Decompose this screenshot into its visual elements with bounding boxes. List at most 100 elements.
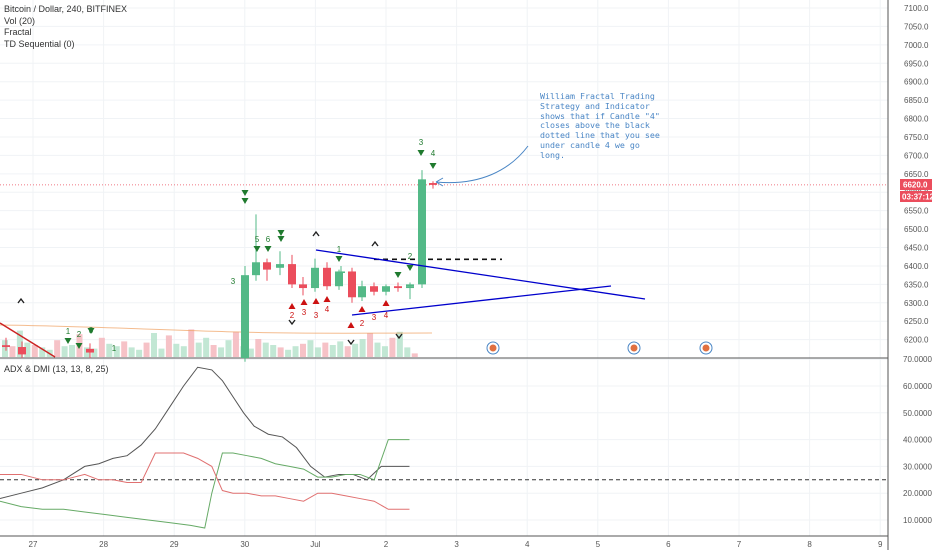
volume-bar — [2, 340, 8, 357]
price-tick-label: 6250.0 — [904, 317, 929, 326]
fractal-low-chevron — [347, 339, 355, 346]
fractal-down-marker — [241, 190, 249, 196]
td-count-label: 3 — [231, 277, 236, 286]
candle-body — [335, 271, 343, 287]
indicator-tick-label: 20.0000 — [903, 489, 932, 498]
last-price-label: 6620.0 — [903, 181, 928, 190]
di-minus-line — [0, 452, 410, 510]
chart-grid — [0, 0, 889, 550]
volume-bar — [113, 346, 120, 357]
indicator-tick-label: 10.0000 — [903, 516, 932, 525]
price-axis: 7100.0 7050.0 7000.0 6950.0 6900.0 6850.0 6800… — [903, 4, 932, 525]
volume-bar — [300, 343, 306, 357]
legend-volume[interactable]: Vol (20) — [4, 15, 36, 26]
fractal-up-marker — [312, 298, 320, 304]
volume-bar — [180, 346, 187, 357]
candle-body — [263, 262, 271, 270]
price-tick-label: 7100.0 — [904, 4, 929, 13]
indicator-tick-label: 50.0000 — [903, 409, 932, 418]
candle-body — [18, 347, 26, 355]
volume-bar — [262, 342, 269, 357]
price-tick-label: 6900.0 — [904, 78, 929, 87]
strategy-annotation[interactable]: William Fractal Trading Strategy and Ind… — [540, 91, 660, 160]
volume-bar — [143, 342, 150, 357]
volume-bar — [195, 342, 202, 357]
countdown-label: 03:37:12 — [902, 193, 932, 202]
time-tick-label: 4 — [525, 540, 530, 549]
fractal-down-marker — [277, 236, 285, 242]
volume-bar — [232, 331, 239, 357]
fractal-up-marker — [288, 303, 296, 309]
event-flag-dot-icon — [630, 344, 638, 352]
volume-bar — [225, 340, 232, 357]
candle-body — [406, 284, 414, 287]
indicator-tick-label: 30.0000 — [903, 462, 932, 471]
volume-bar — [9, 346, 16, 357]
volume-ma-line — [0, 324, 433, 334]
trendlines[interactable] — [315, 249, 646, 316]
fractal-down-marker — [429, 163, 437, 169]
candle-body — [358, 286, 366, 298]
upper-trendline[interactable] — [315, 249, 646, 300]
fractal-down-marker — [87, 328, 95, 334]
fractal-down-marker — [277, 230, 285, 236]
td-count-label: 4 — [431, 149, 436, 158]
volume-moving-average — [0, 324, 433, 334]
fractal-up-marker — [300, 299, 308, 305]
td-count-label: 3 — [419, 138, 424, 147]
fractal-down-marker — [406, 265, 414, 271]
candle-body — [241, 275, 249, 359]
time-tick-label: 3 — [454, 540, 459, 549]
td-count-label: 3 — [314, 311, 319, 320]
volume-bar — [307, 340, 314, 357]
fractal-high-chevron — [312, 230, 320, 237]
lower-trendline[interactable] — [351, 285, 612, 316]
reference-lines — [0, 184, 888, 481]
time-tick-label: 2 — [384, 540, 389, 549]
candle-body — [348, 271, 356, 298]
legend-fractal[interactable]: Fractal — [4, 27, 32, 37]
time-tick-label: 9 — [878, 540, 883, 549]
fractal-down-marker — [241, 198, 249, 204]
volume-bar — [247, 348, 254, 357]
volume-bar — [61, 346, 68, 357]
fractal-down-marker — [75, 343, 83, 349]
volume-bar — [151, 333, 157, 357]
volume-bar — [16, 330, 23, 357]
event-flag-dot-icon — [702, 344, 710, 352]
fractal-down-marker — [394, 272, 402, 278]
candle-body — [337, 271, 345, 273]
volume-bar — [367, 333, 374, 357]
volume-bar — [322, 342, 329, 357]
candle-body — [323, 267, 331, 287]
volume-bar — [359, 339, 366, 357]
time-tick-label: 29 — [170, 540, 179, 549]
td-count-label: 1 — [112, 344, 117, 353]
volume-bar — [352, 343, 359, 357]
candlestick-series — [0, 170, 437, 362]
td-count-label: 4 — [325, 305, 330, 314]
main-legend: Bitcoin / Dollar, 240, BITFINEX Vol (20)… — [4, 4, 127, 50]
time-tick-label: 8 — [807, 540, 812, 549]
time-tick-label: 27 — [29, 540, 38, 549]
volume-bar — [277, 347, 284, 357]
adx-dmi-legend[interactable]: ADX & DMI (13, 13, 8, 25) — [4, 364, 109, 374]
td-count-label: 2 — [408, 252, 413, 261]
volume-bar — [396, 331, 403, 357]
fractal-down-marker — [64, 338, 72, 344]
volume-bar — [98, 337, 105, 357]
candle-body — [288, 264, 296, 285]
legend-td-sequential[interactable]: TD Sequential (0) — [4, 38, 75, 49]
candle-body — [2, 345, 10, 348]
td-count-label: 2 — [360, 319, 365, 328]
volume-bars — [2, 329, 418, 357]
fractal-up-marker — [382, 300, 390, 306]
volume-bar — [203, 337, 210, 357]
volume-bar — [173, 343, 180, 357]
td-count-label: 3 — [89, 326, 94, 335]
time-tick-label: 28 — [99, 540, 108, 549]
volume-bar — [121, 341, 128, 357]
time-tick-label: 30 — [240, 540, 249, 549]
price-tick-label: 6550.0 — [904, 207, 929, 216]
